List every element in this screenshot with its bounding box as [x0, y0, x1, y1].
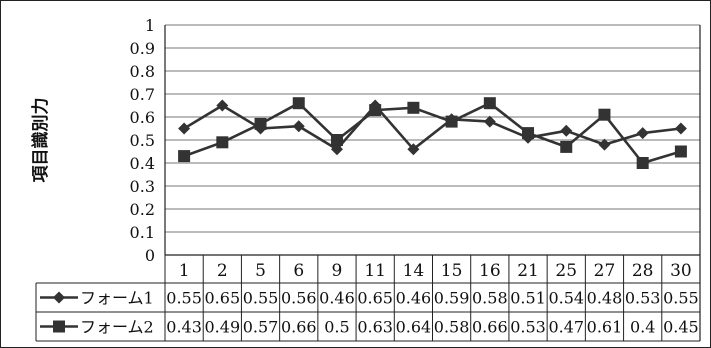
data-label: 0.66	[472, 318, 508, 337]
data-point-diamond	[598, 138, 611, 151]
x-tick-label: 14	[403, 261, 425, 281]
y-tick-label: 1	[145, 16, 155, 35]
y-tick-label: 0.5	[130, 131, 155, 150]
y-tick-label: 0.6	[130, 108, 155, 127]
data-label: 0.55	[663, 289, 699, 308]
data-label: 0.58	[434, 318, 470, 337]
data-label: 0.43	[166, 318, 202, 337]
x-tick-label: 1	[179, 261, 190, 281]
series-line-2	[183, 101, 682, 165]
series-line-1	[183, 104, 682, 151]
data-point-diamond	[483, 115, 496, 128]
data-point-square	[560, 140, 573, 153]
data-label: 0.65	[357, 289, 393, 308]
data-point-square	[407, 101, 420, 114]
data-label: 0.59	[434, 289, 470, 308]
data-point-square	[254, 117, 267, 130]
data-point-diamond	[292, 120, 305, 133]
x-tick-label: 15	[441, 261, 463, 281]
y-tick-label: 0.9	[130, 39, 155, 58]
data-label: 0.5	[324, 318, 349, 337]
data-point-square	[483, 97, 496, 110]
y-tick-label: 0.8	[130, 62, 155, 81]
data-label: 0.46	[396, 289, 432, 308]
data-label: 0.46	[319, 289, 355, 308]
data-point-square	[674, 145, 687, 158]
data-label: 0.54	[548, 289, 584, 308]
data-point-diamond	[407, 143, 420, 156]
y-axis-title: 項目識別力	[30, 98, 51, 183]
data-label: 0.63	[357, 318, 393, 337]
x-tick-label: 27	[594, 261, 616, 281]
data-label: 0.55	[166, 289, 202, 308]
data-point-diamond	[560, 124, 573, 137]
x-tick-label: 30	[670, 261, 692, 281]
data-label: 0.53	[625, 289, 661, 308]
data-point-square	[178, 150, 191, 163]
data-label: 0.57	[243, 318, 279, 337]
data-point-diamond	[674, 122, 687, 135]
x-tick-label: 28	[632, 261, 654, 281]
data-label: 0.53	[510, 318, 546, 337]
y-tick-label: 0.1	[130, 223, 155, 242]
data-label: 0.49	[205, 318, 241, 337]
data-point-diamond	[216, 99, 229, 112]
data-label: 0.56	[281, 289, 317, 308]
y-tick-label: 0.2	[130, 200, 155, 219]
data-point-square	[330, 134, 343, 146]
data-label: 0.65	[205, 289, 241, 308]
data-point-square	[216, 136, 229, 149]
x-tick-label: 2	[217, 261, 228, 281]
data-label: 0.48	[587, 289, 623, 308]
data-point-square	[636, 157, 649, 169]
x-tick-label: 25	[555, 261, 577, 281]
data-label: 0.4	[630, 318, 655, 337]
x-tick-label: 16	[479, 261, 501, 281]
y-tick-label: 0.4	[130, 154, 155, 173]
data-label: 0.58	[472, 289, 508, 308]
x-tick-label: 11	[364, 261, 386, 281]
data-point-diamond	[330, 143, 343, 156]
data-label: 0.55	[243, 289, 279, 308]
data-point-square	[522, 127, 535, 140]
data-label: 0.66	[281, 318, 317, 337]
legend-marker-square	[53, 320, 65, 333]
y-tick-label: 0.3	[130, 177, 155, 196]
data-point-square	[445, 115, 458, 128]
x-tick-label: 5	[255, 261, 266, 281]
data-label: 0.64	[396, 318, 432, 337]
data-point-square	[292, 97, 305, 110]
data-label: 0.61	[587, 318, 623, 337]
x-tick-label: 21	[517, 261, 539, 281]
x-tick-label: 6	[293, 261, 304, 281]
legend-label: フォーム2	[80, 318, 154, 337]
data-point-diamond	[178, 122, 191, 135]
x-tick-label: 9	[332, 261, 343, 281]
y-tick-label: 0	[145, 246, 155, 265]
legend-marker-diamond	[53, 291, 65, 304]
data-point-square	[598, 108, 611, 121]
data-point-diamond	[636, 127, 649, 140]
data-label: 0.51	[510, 289, 546, 308]
data-label: 0.47	[548, 318, 584, 337]
y-tick-label: 0.7	[130, 85, 155, 104]
data-label: 0.45	[663, 318, 699, 337]
legend-label: フォーム1	[80, 289, 154, 308]
data-point-square	[369, 104, 382, 117]
